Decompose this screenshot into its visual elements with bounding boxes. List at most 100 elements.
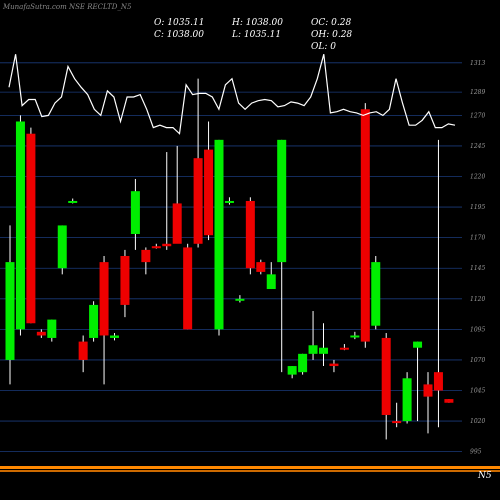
candle-body [433, 372, 443, 391]
y-tick-label: 995 [470, 449, 482, 456]
candle [172, 145, 182, 244]
candle-body [245, 200, 255, 269]
candle [224, 197, 234, 205]
candle-body [277, 139, 287, 263]
candle [204, 121, 214, 241]
candle-body [15, 121, 25, 330]
candle [433, 139, 443, 428]
ol-value: OL: 0 [311, 42, 336, 52]
candle [413, 341, 423, 422]
candle [183, 243, 193, 330]
candle-body [444, 399, 454, 403]
close-value: C: 1038.00 [154, 30, 204, 40]
y-tick-label: 1020 [470, 418, 485, 425]
candle [423, 372, 433, 434]
candle-body [110, 335, 119, 338]
candle-body [235, 298, 245, 301]
candle-body [99, 262, 109, 336]
candle [78, 335, 88, 373]
candle [68, 198, 78, 204]
candles [5, 78, 454, 440]
candle-body [193, 158, 203, 244]
low-value: L: 1035.11 [232, 30, 282, 40]
candle [339, 344, 349, 351]
y-tick-label: 1195 [470, 204, 485, 211]
candle [5, 225, 15, 385]
oh-value: OH: 0.28 [311, 30, 353, 40]
price-line [8, 54, 456, 135]
y-tick-label: 1070 [470, 357, 485, 364]
candle [245, 197, 255, 275]
oc-value: OC: 0.28 [311, 18, 352, 28]
candle-body [392, 421, 402, 424]
candle [193, 78, 203, 248]
candle-body [68, 200, 78, 203]
candle [99, 256, 109, 385]
candle-body [141, 249, 151, 263]
candle [287, 366, 297, 379]
candle [162, 152, 172, 250]
candle-body [183, 247, 193, 330]
candle [110, 333, 119, 341]
y-tick-label: 1289 [470, 89, 485, 96]
y-tick-label: 1245 [470, 143, 485, 150]
candle-body [172, 203, 182, 244]
candle-body [224, 200, 234, 203]
candle [214, 139, 224, 336]
candle-body [339, 347, 349, 350]
candle-body [413, 341, 423, 348]
grid-lines [0, 62, 462, 453]
y-tick-label: 1313 [470, 60, 485, 67]
candle [319, 323, 328, 367]
candle [360, 103, 370, 348]
candle-body [256, 262, 266, 272]
candle [277, 139, 287, 373]
candle-body [402, 378, 412, 422]
y-tick-label: 1045 [470, 388, 485, 395]
candle [151, 243, 161, 249]
candle [130, 178, 140, 250]
y-tick-label: 1145 [470, 265, 485, 272]
candle-body [89, 304, 99, 338]
volume-band [0, 466, 500, 472]
candle [381, 333, 391, 440]
candle [392, 402, 402, 428]
y-axis-ticks: 1313 1289 1270 1245 1220 1195 1170 1145 1120 1095… [470, 60, 485, 456]
candle [141, 247, 151, 275]
candle [120, 249, 130, 318]
y-tick-label: 1170 [470, 235, 485, 242]
candle-body [329, 363, 339, 367]
candle-body [287, 366, 297, 375]
candle-body [57, 225, 67, 269]
candle-body [130, 191, 140, 234]
candle-body [120, 256, 130, 305]
candle-body [162, 243, 172, 247]
candle [57, 225, 67, 275]
candle-body [360, 109, 370, 342]
y-tick-label: 1095 [470, 326, 485, 333]
candle-body [371, 262, 381, 326]
candle-body [298, 353, 308, 373]
high-value: H: 1038.00 [232, 18, 283, 28]
candle-body [204, 149, 214, 236]
candle-body [26, 133, 36, 324]
candle [256, 259, 266, 275]
candle-body [214, 139, 224, 330]
candle-body [5, 262, 15, 360]
candle-body [78, 341, 88, 360]
candle [350, 331, 360, 340]
candle [371, 256, 381, 330]
chart-caption: MunafaSutra.com NSE RECLTD_N5 [3, 3, 132, 11]
candle-body [47, 319, 57, 338]
candle [266, 262, 276, 290]
y-tick-label: 1270 [470, 112, 485, 119]
candle-body [381, 337, 391, 415]
candle-body [350, 335, 360, 338]
candle [298, 353, 308, 375]
candle [36, 329, 46, 338]
y-tick-label: 1120 [470, 296, 485, 303]
y-tick-label: 1220 [470, 174, 485, 181]
candle [308, 311, 318, 360]
corner-mark: N5 [477, 471, 492, 481]
